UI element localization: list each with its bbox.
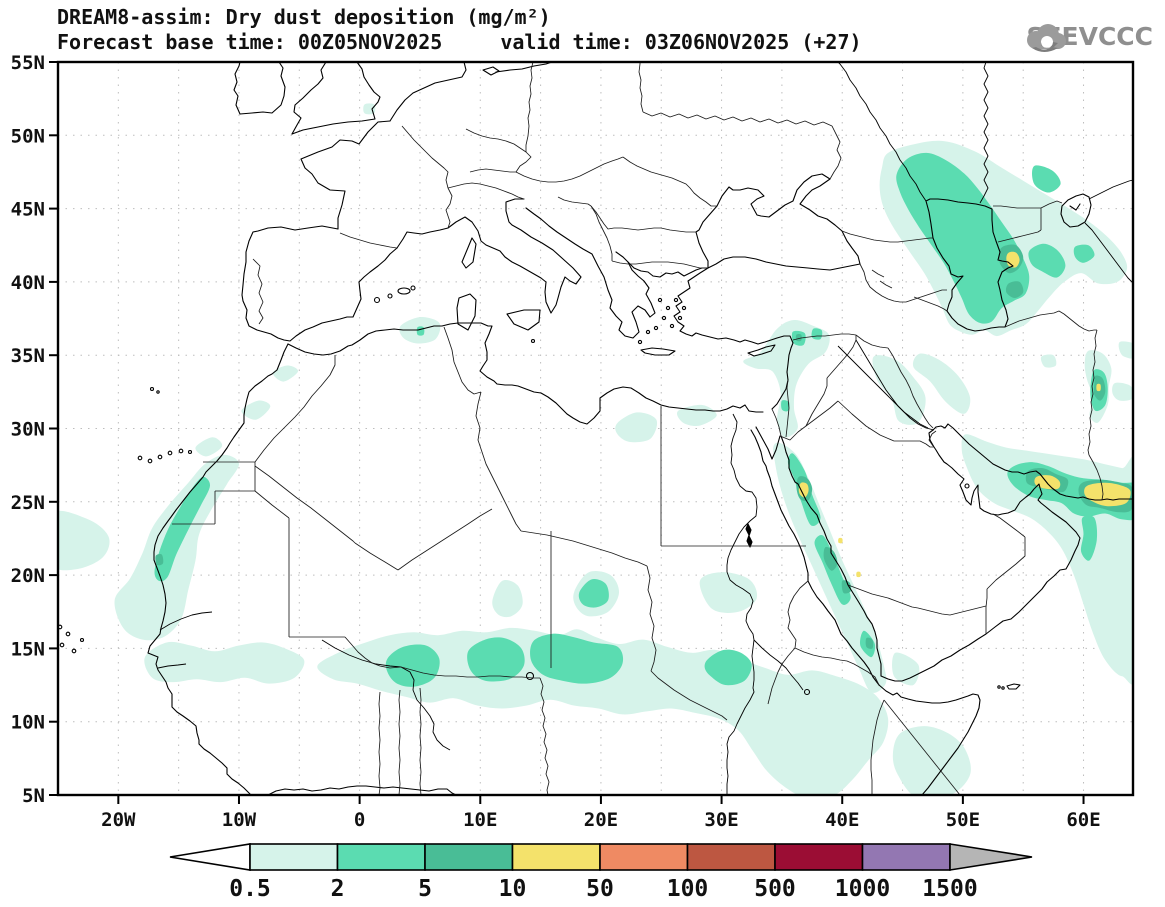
- x-tick-label: 20E: [584, 809, 618, 831]
- dust-region-hormuz-yellow-1: [1034, 475, 1061, 490]
- x-tick-label: 20W: [101, 809, 136, 831]
- title-block: DREAM8-assim: Dry dust deposition (mg/m²…: [57, 5, 862, 55]
- dust-region-zagros: [912, 353, 971, 414]
- country-borders: [172, 62, 1104, 795]
- dust-region-egypt-west-1: [615, 412, 658, 443]
- page-title: DREAM8-assim: Dry dust deposition (mg/m²…: [57, 5, 551, 29]
- legend-boundary-label: 2: [331, 876, 345, 902]
- y-tick-label: 55N: [11, 52, 45, 74]
- dust-region-sahel-green-lobe: [578, 579, 609, 608]
- legend-bin-50-100: [599, 843, 689, 871]
- x-tick-label: 10E: [463, 809, 497, 831]
- dust-region-wafrica-teal: [155, 554, 164, 566]
- x-tick-label: 10W: [222, 809, 257, 831]
- dust-region-oman-green-finger: [1080, 515, 1098, 561]
- dust-region-sahel-green-2: [467, 637, 525, 682]
- y-tick-label: 50N: [11, 125, 45, 147]
- dust-contours: [58, 103, 1133, 795]
- x-tick-label: 60E: [1066, 809, 1100, 831]
- y-tick-label: 35N: [11, 345, 45, 367]
- dust-region-caspian-plume: [896, 152, 1030, 324]
- valid-time: valid time: 03Z06NOV2025 (+27): [500, 30, 862, 54]
- dust-region-levant-green-2: [811, 328, 823, 340]
- y-tick-label: 25N: [11, 492, 45, 514]
- forecast-base-time: Forecast base time: 00Z05NOV2025: [57, 30, 443, 54]
- dust-region-israel-green: [781, 400, 790, 412]
- dust-region-senegal-band: [144, 641, 305, 684]
- dust-region-morocco-south-1: [241, 400, 271, 420]
- rivers: [157, 62, 1133, 795]
- legend-bin-1000-1500: [861, 843, 951, 871]
- legend-boundary-label: 1000: [835, 876, 890, 902]
- seevccc-logo: SEEVCCC: [1022, 22, 1153, 52]
- dust-region-canary-east: [195, 437, 223, 457]
- dust-region-caspian-east-green-1: [1028, 243, 1066, 278]
- axis-ticks-labels: 20W 10W 0 10E 20E 30E 40E 50E 60E 55N 50N 45N 40N 35N…: [11, 52, 1101, 831]
- dust-region-redsea-teal-2: [823, 546, 838, 571]
- legend-boundary-label: 10: [499, 876, 527, 902]
- dust-region-sahel-green-1: [385, 644, 440, 687]
- legend-arrow-below-min: [169, 843, 251, 871]
- dust-region-right-edge-35n: [1118, 341, 1133, 359]
- dust-region-redsea-yellow: [798, 482, 809, 498]
- coastlines: [58, 62, 1133, 795]
- y-tick-label: 30N: [11, 419, 45, 441]
- dust-region-caspian-east-green-2: [1073, 244, 1095, 263]
- legend-arrow-above-max: [949, 843, 1033, 871]
- y-tick-label: 10N: [11, 712, 45, 734]
- dust-region-eritrea-teal: [865, 637, 874, 649]
- legend-bin-0.5-2: [249, 843, 339, 871]
- legend-boundary-label: 500: [754, 876, 796, 902]
- dust-region-sudan-green: [704, 649, 752, 686]
- x-tick-label: 50E: [946, 809, 980, 831]
- y-tick-label: 20N: [11, 565, 45, 587]
- dust-region-caspian-ne-green: [1032, 165, 1061, 193]
- legend-bin-500-1000: [774, 843, 864, 871]
- legend-boundary-label: 0.5: [229, 876, 271, 902]
- dust-region-atlantic-west-edge: [58, 510, 110, 571]
- y-tick-label: 40N: [11, 272, 45, 294]
- y-tick-label: 5N: [22, 785, 45, 807]
- legend-bin-10-50: [511, 843, 601, 871]
- dust-region-levant: [743, 319, 830, 438]
- dust-region-somalia: [892, 726, 971, 795]
- x-tick-label: 40E: [825, 809, 859, 831]
- dust-region-iran-east-pale2: [1112, 382, 1133, 401]
- dust-region-algeria-green-dot: [416, 326, 425, 336]
- legend-boundary-label: 5: [418, 876, 432, 902]
- x-tick-label: 30E: [704, 809, 738, 831]
- legend: 0.5 2 5 10 50 100 500 1000 1500: [169, 843, 1033, 902]
- dust-region-caspian-teal-2: [1005, 281, 1024, 298]
- time-line: Forecast base time: 00Z05NOV2025 valid t…: [57, 30, 862, 55]
- dust-region-wafrica-streak: [154, 476, 211, 582]
- legend-boundary-label: 1500: [922, 876, 977, 902]
- dust-region-iran-east-yellow-dot: [1096, 383, 1101, 392]
- dust-region-syria-teal-dot: [795, 333, 802, 342]
- legend-bin-5-10: [424, 843, 514, 871]
- dust-region-iraq: [872, 355, 926, 425]
- dust-region-redsea-yellow-dot1: [838, 537, 843, 544]
- legend-boundary-label: 50: [586, 876, 614, 902]
- cloud-logo-icon: [1027, 24, 1067, 52]
- x-tick-label: 0: [354, 809, 365, 831]
- dust-region-sahel-green-3: [530, 633, 624, 684]
- dust-region-morocco-south-2: [272, 365, 299, 382]
- y-tick-label: 15N: [11, 638, 45, 660]
- dust-region-khorasan-dot: [1040, 354, 1057, 368]
- dust-region-sahara-lobe-west: [492, 579, 523, 618]
- y-tick-label: 45N: [11, 199, 45, 221]
- dust-region-redsea-yellow-dot2: [856, 571, 861, 578]
- legend-boundary-label: 100: [667, 876, 709, 902]
- legend-bin-100-500: [686, 843, 776, 871]
- dust-region-sudan-lobe: [699, 572, 758, 613]
- dust-region-redsea-teal-3: [841, 580, 852, 594]
- legend-bin-2-5: [336, 843, 426, 871]
